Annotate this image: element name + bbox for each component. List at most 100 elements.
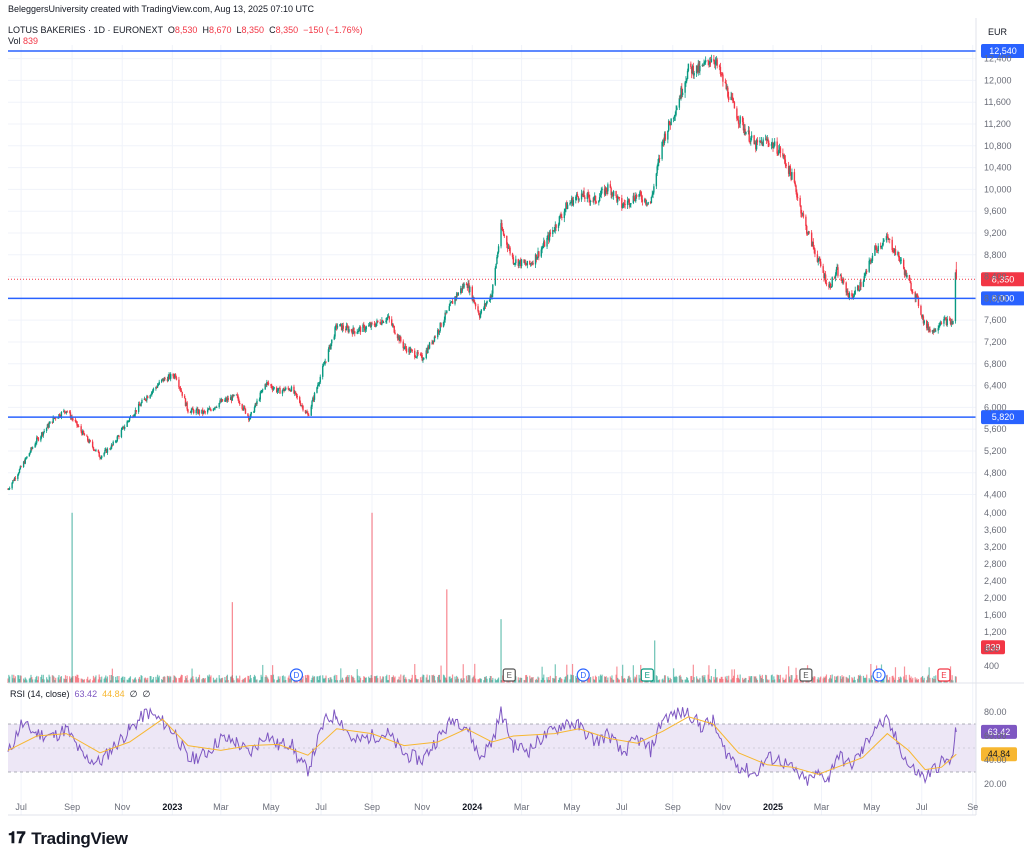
price-candle-body: [363, 324, 365, 326]
price-candle-body: [667, 121, 670, 131]
price-candle-body: [697, 63, 699, 73]
tradingview-logo[interactable]: 𝟏𝟕 TradingView: [8, 829, 128, 849]
volume-bar: [362, 680, 364, 683]
price-candle-body: [232, 394, 234, 396]
event-marker-label: E: [941, 671, 946, 680]
price-candle-body: [825, 283, 828, 285]
volume-bar: [497, 678, 499, 683]
price-candle-body: [334, 327, 336, 337]
volume-bar: [373, 676, 376, 683]
volume-bar: [471, 678, 473, 683]
volume-bar: [410, 678, 413, 683]
volume-bar: [104, 677, 106, 683]
price-candle-body: [898, 252, 900, 258]
volume-bar: [727, 680, 729, 683]
volume-bar: [542, 677, 544, 683]
volume-bar: [830, 678, 832, 683]
price-candle-body: [628, 199, 630, 206]
price-candle-body: [732, 100, 735, 103]
price-candle-body: [859, 282, 861, 291]
volume-bar: [863, 677, 865, 683]
volume-bar: [472, 676, 474, 683]
price-candle-body: [237, 395, 239, 400]
price-candle-body: [140, 402, 142, 406]
price-candle-body: [155, 387, 157, 389]
volume-bar: [842, 677, 844, 683]
price-candle-body: [626, 200, 629, 205]
price-candle-body: [262, 389, 264, 391]
price-candle-body: [396, 334, 399, 339]
volume-bar: [864, 677, 866, 683]
price-candle-body: [468, 283, 470, 293]
volume-bar: [714, 679, 716, 683]
volume-bar: [267, 679, 270, 683]
volume-bar: [871, 679, 874, 683]
price-candle-body: [20, 466, 22, 468]
price-candle-body: [627, 199, 630, 201]
volume-bar: [341, 677, 344, 683]
price-candle-body: [29, 451, 31, 454]
volume-bar: [634, 676, 636, 683]
price-candle-body: [558, 216, 561, 225]
volume-bar: [421, 676, 423, 683]
volume-bar: [461, 680, 464, 683]
dividend-marker: [872, 668, 886, 682]
price-candle-body: [664, 133, 667, 140]
price-candle-body: [944, 318, 947, 320]
price-candle-body: [851, 293, 853, 297]
volume-bar: [202, 678, 204, 683]
volume-bar: [172, 680, 174, 683]
price-candle-body: [110, 444, 113, 449]
price-candle-body: [788, 166, 791, 174]
volume-bar: [682, 679, 684, 683]
volume-bar: [906, 679, 908, 683]
volume-label: Vol: [8, 36, 21, 46]
price-candle-body: [77, 425, 79, 427]
volume-bar: [346, 675, 348, 683]
price-candle-body: [764, 138, 767, 140]
price-candle-body: [416, 352, 418, 357]
price-candle-body: [799, 197, 801, 206]
volume-bar: [750, 676, 752, 683]
price-candle-body: [82, 430, 84, 435]
price-candle-body: [501, 228, 504, 232]
volume-bar: [530, 678, 532, 683]
price-candle-body: [253, 407, 256, 412]
volume-bar: [382, 676, 384, 683]
volume-bar: [701, 675, 703, 683]
price-candle-body: [461, 285, 464, 291]
price-candle-body: [289, 389, 292, 392]
price-candle-body: [208, 408, 211, 410]
volume-bar: [909, 677, 911, 683]
volume-bar: [540, 679, 542, 683]
price-candle-body: [183, 395, 186, 399]
rsi-tick-label: 40.00: [984, 755, 1007, 765]
volume-bar: [60, 676, 63, 683]
volume-bar: [684, 679, 686, 683]
volume-bar: [408, 678, 410, 683]
volume-bar: [866, 674, 868, 683]
price-candle-body: [212, 408, 215, 411]
price-candle-body: [354, 331, 356, 334]
volume-bar: [281, 676, 284, 683]
price-candle-body: [652, 192, 654, 195]
price-candle-body: [517, 259, 519, 267]
volume-bar: [546, 677, 548, 683]
volume-bar: [519, 677, 521, 683]
volume-bar: [141, 675, 143, 683]
volume-bar: [870, 663, 872, 683]
volume-bar: [628, 675, 630, 683]
price-candle-body: [405, 348, 408, 353]
volume-bar: [725, 678, 727, 683]
volume-bar: [13, 678, 16, 683]
volume-bar: [97, 679, 99, 683]
volume-bar: [494, 678, 496, 683]
price-candle-body: [882, 241, 884, 246]
volume-bar: [680, 676, 682, 683]
price-candle-body: [307, 413, 309, 415]
price-candle-body: [800, 205, 802, 214]
volume-bar: [779, 679, 781, 683]
